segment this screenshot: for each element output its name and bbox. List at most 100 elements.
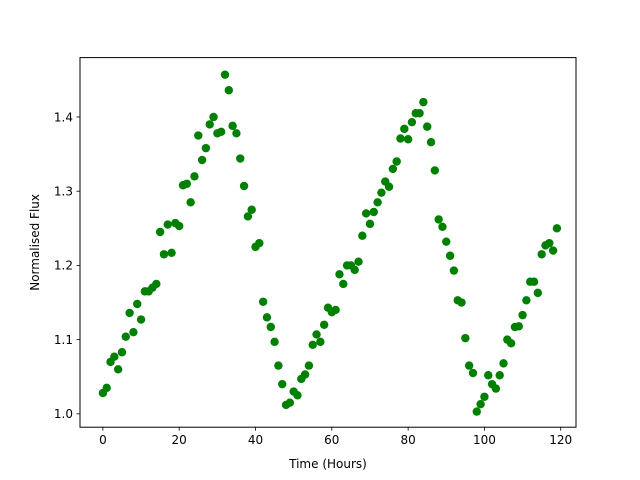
data-point — [159, 250, 169, 259]
y-axis-label: Normalised Flux — [28, 194, 42, 291]
data-point — [442, 237, 451, 246]
data-point — [224, 86, 233, 95]
data-point — [548, 246, 558, 255]
data-point — [243, 212, 253, 221]
data-point — [369, 207, 378, 217]
data-point — [552, 224, 562, 233]
data-point — [197, 155, 207, 165]
data-point — [506, 339, 516, 348]
x-tick-label: 120 — [549, 433, 572, 447]
data-point — [365, 219, 375, 229]
data-point — [278, 379, 287, 389]
data-point — [472, 407, 481, 416]
data-point — [201, 143, 211, 153]
data-point — [308, 340, 317, 350]
data-point — [312, 330, 321, 339]
data-point — [361, 209, 371, 218]
x-tick-label: 100 — [473, 433, 496, 447]
data-point — [407, 117, 417, 127]
data-point — [136, 315, 146, 324]
data-point — [247, 205, 256, 214]
x-axis-label: Time (Hours) — [288, 457, 367, 471]
data-point — [182, 179, 192, 188]
data-point — [522, 296, 531, 305]
data-point — [285, 398, 295, 407]
data-point — [537, 250, 546, 259]
data-points — [98, 70, 562, 416]
data-point — [258, 297, 268, 306]
data-point — [484, 371, 493, 380]
data-point — [255, 238, 264, 248]
data-point — [438, 222, 447, 232]
data-point — [186, 198, 195, 207]
data-point — [396, 134, 405, 143]
data-point — [350, 265, 359, 275]
data-point — [499, 359, 508, 368]
data-point — [121, 332, 130, 341]
data-point — [205, 120, 214, 129]
data-point — [113, 365, 123, 374]
data-point — [167, 248, 176, 257]
data-point — [270, 337, 279, 347]
x-axis-ticks: 0 20 40 60 80 100 120 — [99, 427, 572, 447]
data-point — [117, 348, 127, 357]
data-point — [400, 124, 409, 134]
data-point — [236, 154, 245, 163]
y-tick-label: 1.0 — [54, 407, 73, 421]
data-point — [358, 231, 367, 240]
data-point — [125, 308, 134, 318]
data-point — [377, 188, 386, 197]
data-point — [403, 135, 413, 144]
data-point — [335, 270, 344, 279]
data-point — [175, 221, 184, 231]
data-point — [133, 299, 142, 309]
plot-area-frame — [79, 57, 577, 428]
data-point — [194, 131, 203, 140]
data-point — [392, 157, 401, 166]
data-point — [373, 198, 382, 207]
y-tick-label: 1.2 — [54, 259, 73, 273]
data-point — [110, 352, 119, 361]
x-tick-label: 60 — [324, 433, 339, 447]
data-point — [434, 215, 443, 224]
data-point — [495, 371, 504, 380]
data-point — [293, 391, 302, 400]
data-point — [155, 227, 165, 237]
data-point — [384, 182, 394, 191]
data-point — [152, 279, 161, 289]
data-point — [129, 328, 138, 337]
data-point — [316, 337, 325, 347]
data-point — [533, 288, 543, 298]
data-point — [423, 122, 432, 131]
data-point — [216, 127, 226, 137]
data-point — [476, 399, 485, 409]
data-point — [274, 361, 283, 370]
data-point — [388, 164, 398, 174]
data-point — [415, 109, 424, 118]
data-point — [426, 138, 436, 147]
data-point — [190, 172, 199, 181]
data-point — [228, 121, 237, 131]
data-point — [262, 313, 272, 322]
data-point — [464, 361, 474, 370]
data-point — [480, 392, 489, 401]
data-point — [239, 181, 249, 191]
x-tick-label: 20 — [172, 433, 187, 447]
data-point — [300, 370, 310, 379]
x-tick-label: 0 — [99, 433, 107, 447]
data-point — [430, 166, 440, 175]
data-point — [339, 279, 348, 289]
data-point — [102, 383, 111, 393]
data-point — [220, 70, 230, 79]
data-point — [545, 238, 554, 248]
y-tick-label: 1.4 — [54, 110, 73, 124]
data-point — [331, 305, 340, 315]
data-point — [491, 384, 501, 393]
data-point — [461, 333, 470, 343]
data-point — [266, 322, 275, 332]
data-point — [468, 368, 478, 378]
data-point — [449, 266, 459, 275]
data-point — [445, 251, 455, 260]
x-tick-label: 80 — [400, 433, 415, 447]
